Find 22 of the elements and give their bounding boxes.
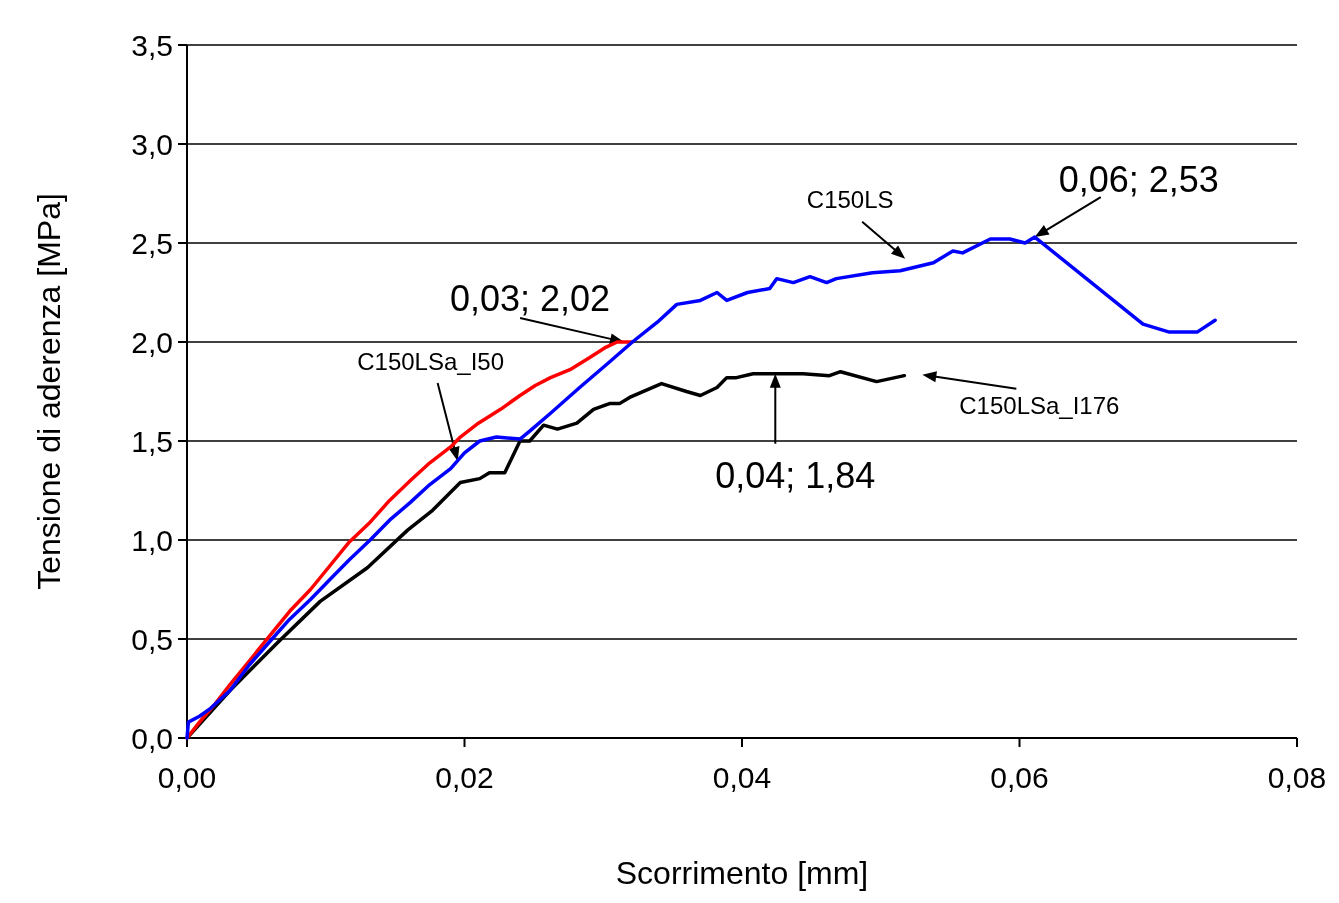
y-tick-label: 3,0 (131, 127, 173, 161)
annotation: 0,06; 2,53 (1058, 158, 1219, 200)
x-tick-label: 0,06 (990, 761, 1049, 794)
legend-label: C150LSa_I176 (959, 392, 1120, 420)
y-axis-title: Tensione di aderenza [MPa] (31, 193, 67, 590)
annotation: 0,03; 2,02 (449, 277, 611, 319)
y-tick-label: 2,5 (131, 226, 173, 260)
text: C150LS (806, 186, 894, 214)
y-tick-label: 1,0 (131, 523, 173, 557)
x-axis-title: Scorrimento [mm] (615, 855, 869, 891)
y-tick-label: 2,0 (131, 325, 173, 359)
x-tick-label: 0,04 (712, 761, 772, 794)
x-tick-label: 0,00 (157, 761, 217, 794)
y-tick-label: 3,5 (131, 28, 173, 62)
annotation: 0,04; 1,84 (715, 455, 876, 497)
y-tick-label: 0,5 (131, 622, 173, 656)
line-series (185, 235, 1217, 740)
y-tick-label: 1,5 (131, 424, 173, 458)
x-tick-label: 0,02 (435, 761, 494, 794)
x-tick-label: 0,08 (1267, 761, 1327, 794)
y-tick-label: 0,0 (131, 721, 173, 755)
series-label: C150LSa_I50 (357, 348, 505, 376)
